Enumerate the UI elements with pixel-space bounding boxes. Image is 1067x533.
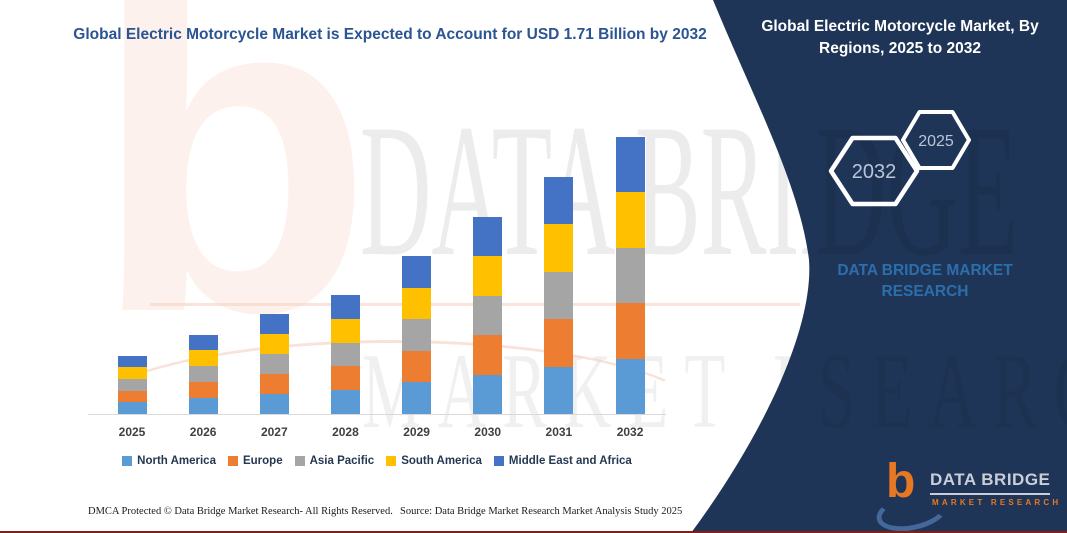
watermark-b-letter: b [92, 0, 373, 408]
legend-label: Middle East and Africa [508, 455, 632, 467]
bar-segment-europe [473, 335, 503, 375]
chart-title: Global Electric Motorcycle Market is Exp… [73, 26, 707, 43]
bar-segment-middle-east-and-africa [615, 137, 645, 193]
legend-item-south-america: South America [386, 455, 482, 467]
bar-segment-asia-pacific [117, 378, 147, 391]
footer-source-text: Source: Data Bridge Market Research Mark… [400, 506, 683, 517]
bar-segment-north-america [259, 393, 289, 414]
legend-swatch [227, 456, 238, 466]
bar-segment-asia-pacific [330, 342, 360, 367]
bar-segment-asia-pacific [259, 353, 289, 374]
legend-label: North America [137, 455, 216, 467]
legend-swatch [294, 456, 305, 466]
right-panel-shape [691, 0, 1067, 533]
x-tick-2025: 2025 [118, 425, 146, 439]
bar-segment-europe [117, 390, 147, 403]
legend-item-europe: Europe [227, 455, 283, 467]
x-tick-2027: 2027 [260, 425, 288, 439]
bar-segment-europe [259, 373, 289, 394]
legend-swatch [386, 456, 397, 466]
bar-segment-middle-east-and-africa [402, 256, 432, 288]
bar-2025 [117, 355, 147, 414]
bar-segment-north-america [473, 374, 503, 414]
x-axis-line [88, 414, 666, 415]
bar-segment-south-america [544, 224, 574, 272]
watermark-swoosh-arc [80, 340, 706, 496]
bar-segment-south-america [117, 367, 147, 379]
bar-segment-europe [330, 366, 360, 391]
bar-segment-north-america [330, 390, 360, 414]
legend-item-asia-pacific: Asia Pacific [294, 455, 375, 467]
bar-segment-asia-pacific [544, 271, 574, 319]
x-tick-2028: 2028 [332, 425, 359, 439]
bar-segment-north-america [188, 398, 218, 414]
bar-2028 [330, 295, 360, 414]
bar-segment-europe [615, 303, 645, 359]
bar-segment-north-america [544, 366, 574, 414]
bar-2031 [544, 176, 574, 414]
bar-segment-north-america [117, 402, 147, 414]
bar-2027 [259, 313, 289, 414]
bar-2030 [473, 216, 503, 414]
legend-label: South America [401, 455, 482, 467]
legend-swatch [122, 456, 133, 466]
bar-segment-europe [544, 319, 574, 367]
bar-segment-middle-east-and-africa [330, 295, 360, 319]
bar-segment-south-america [402, 287, 432, 320]
chart-legend: North America Europe Asia Pacific South Ame… [88, 455, 666, 467]
x-tick-2032: 2032 [616, 425, 644, 439]
legend-item-middle-east-and-africa: Middle East and Africa [493, 455, 632, 467]
legend-swatch [493, 456, 504, 466]
bar-segment-south-america [330, 318, 360, 343]
legend-item-north-america: North America [122, 455, 216, 467]
x-tick-2031: 2031 [545, 425, 573, 439]
bar-segment-europe [402, 350, 432, 383]
bar-segment-south-america [615, 192, 645, 248]
bar-segment-asia-pacific [402, 319, 432, 351]
bar-segment-north-america [402, 382, 432, 414]
bar-segment-asia-pacific [188, 366, 218, 383]
bar-segment-asia-pacific [473, 295, 503, 335]
footer-dmca-text: DMCA Protected © Data Bridge Market Rese… [88, 506, 393, 517]
plot-area: 2025 2026 2027 2028 2029 2030 2031 2032 [88, 137, 666, 439]
legend-label: Asia Pacific [309, 455, 375, 467]
bar-segment-south-america [188, 350, 218, 367]
legend-label: Europe [242, 455, 283, 467]
bottom-red-rule [0, 531, 1067, 533]
bar-segment-north-america [615, 358, 645, 414]
x-tick-2030: 2030 [474, 425, 502, 439]
bar-segment-south-america [259, 333, 289, 354]
bar-segment-europe [188, 382, 218, 399]
x-tick-2029: 2029 [403, 425, 430, 439]
bar-segment-middle-east-and-africa [544, 176, 574, 224]
bar-2026 [188, 334, 218, 414]
bar-2032 [615, 137, 645, 414]
bar-segment-middle-east-and-africa [117, 355, 147, 368]
bar-segment-asia-pacific [615, 247, 645, 304]
bar-segment-south-america [473, 256, 503, 296]
bar-2029 [402, 256, 432, 414]
x-tick-2026: 2026 [189, 425, 217, 439]
bar-segment-middle-east-and-africa [188, 334, 218, 351]
bar-segment-middle-east-and-africa [259, 313, 289, 334]
bar-segment-middle-east-and-africa [473, 216, 503, 256]
